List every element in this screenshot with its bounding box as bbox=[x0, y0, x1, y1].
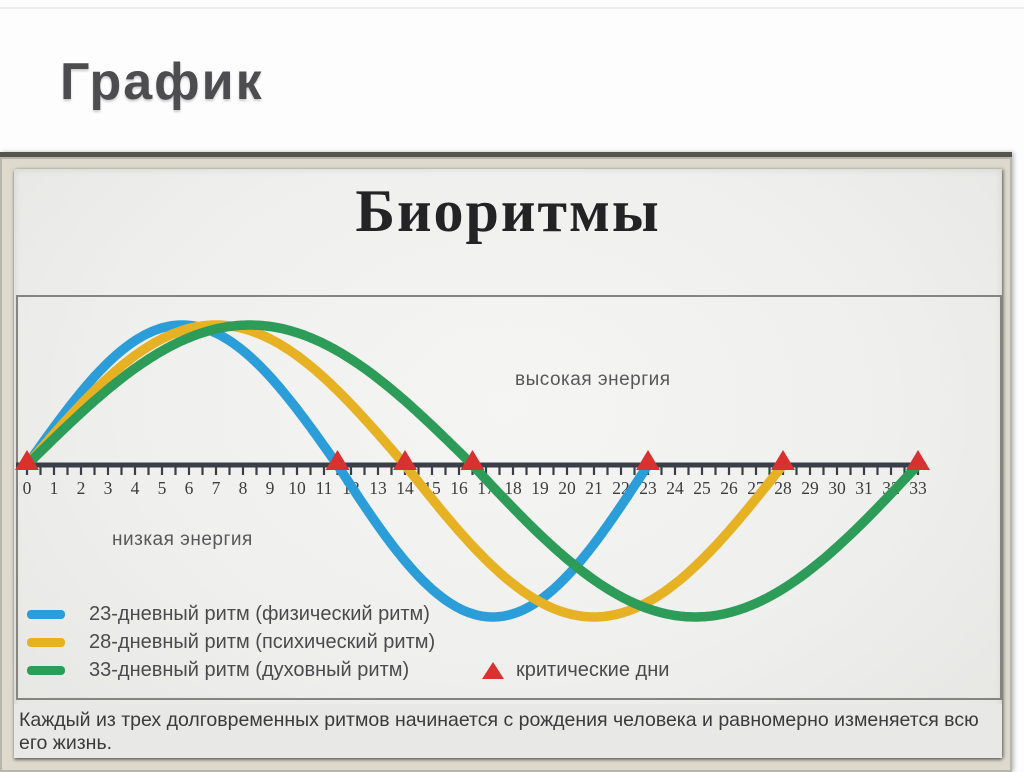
critical-day-triangle-icon bbox=[482, 662, 504, 679]
svg-text:25: 25 bbox=[693, 478, 711, 498]
biorhythm-poster: Биоритмы 0 1 2 3 4 5 6 7 8 9 10 11 12 13 14 15 16 17 18 19 2… bbox=[14, 169, 1002, 758]
svg-text:9: 9 bbox=[266, 478, 275, 498]
legend-item-psychic: 28-дневный ритм (психический ритм) bbox=[27, 631, 435, 653]
svg-text:10: 10 bbox=[288, 478, 306, 498]
legend-label-physical: 23-дневный ритм (физический ритм) bbox=[89, 602, 430, 625]
svg-text:8: 8 bbox=[239, 478, 248, 498]
legend-swatch-blue-icon bbox=[27, 609, 65, 619]
svg-text:16: 16 bbox=[450, 478, 468, 498]
poster-caption: Каждый из трех долговременных ритмов нач… bbox=[14, 704, 1002, 758]
svg-text:13: 13 bbox=[369, 478, 387, 498]
framed-poster-photo: Биоритмы 0 1 2 3 4 5 6 7 8 9 10 11 12 13 14 15 16 17 18 19 2… bbox=[0, 152, 1012, 772]
biorhythm-chart: 0 1 2 3 4 5 6 7 8 9 10 11 12 13 14 15 16 17 18 19 20 21 22 23 24… bbox=[15, 295, 1002, 700]
legend-item-spiritual: 33-дневный ритм (духовный ритм) bbox=[27, 659, 435, 681]
biorhythm-curves-canvas: 0 1 2 3 4 5 6 7 8 9 10 11 12 13 14 15 16 17 18 19 20 21 22 23 24… bbox=[15, 320, 930, 622]
svg-text:29: 29 bbox=[801, 478, 819, 498]
svg-text:14: 14 bbox=[396, 478, 414, 498]
poster-title: Биоритмы bbox=[355, 178, 661, 244]
legend-swatch-green-icon bbox=[27, 665, 65, 675]
svg-text:21: 21 bbox=[585, 478, 603, 498]
svg-text:26: 26 bbox=[720, 478, 738, 498]
low-energy-label: низкая энергия bbox=[112, 529, 253, 550]
slide-top-border bbox=[0, 7, 1024, 9]
svg-text:3: 3 bbox=[104, 478, 113, 498]
svg-text:18: 18 bbox=[504, 478, 522, 498]
svg-text:11: 11 bbox=[316, 478, 333, 498]
svg-text:33: 33 bbox=[909, 478, 927, 498]
critical-days-legend: критические дни bbox=[482, 659, 669, 682]
svg-text:6: 6 bbox=[185, 478, 194, 498]
svg-text:28: 28 bbox=[774, 478, 792, 498]
svg-text:0: 0 bbox=[23, 478, 32, 498]
svg-text:20: 20 bbox=[558, 478, 576, 498]
svg-text:19: 19 bbox=[531, 478, 549, 498]
legend-item-physical: 23-дневный ритм (физический ритм) bbox=[27, 603, 435, 625]
legend-swatch-yellow-icon bbox=[27, 637, 65, 647]
svg-text:7: 7 bbox=[212, 478, 221, 498]
critical-days-label: критические дни bbox=[516, 659, 670, 681]
svg-text:2: 2 bbox=[77, 478, 86, 498]
svg-text:24: 24 bbox=[666, 478, 684, 498]
chart-legend: 23-дневный ритм (физический ритм) 28-дне… bbox=[27, 603, 435, 687]
legend-label-spiritual: 33-дневный ритм (духовный ритм) bbox=[89, 658, 410, 681]
slide-title: График bbox=[60, 53, 264, 111]
svg-text:4: 4 bbox=[131, 478, 140, 498]
legend-label-psychic: 28-дневный ритм (психический ритм) bbox=[89, 630, 436, 653]
svg-text:31: 31 bbox=[855, 478, 873, 498]
high-energy-label: высокая энергия bbox=[515, 369, 671, 390]
svg-text:1: 1 bbox=[50, 478, 59, 498]
svg-text:30: 30 bbox=[828, 478, 846, 498]
svg-text:23: 23 bbox=[639, 478, 657, 498]
svg-text:5: 5 bbox=[158, 478, 167, 498]
